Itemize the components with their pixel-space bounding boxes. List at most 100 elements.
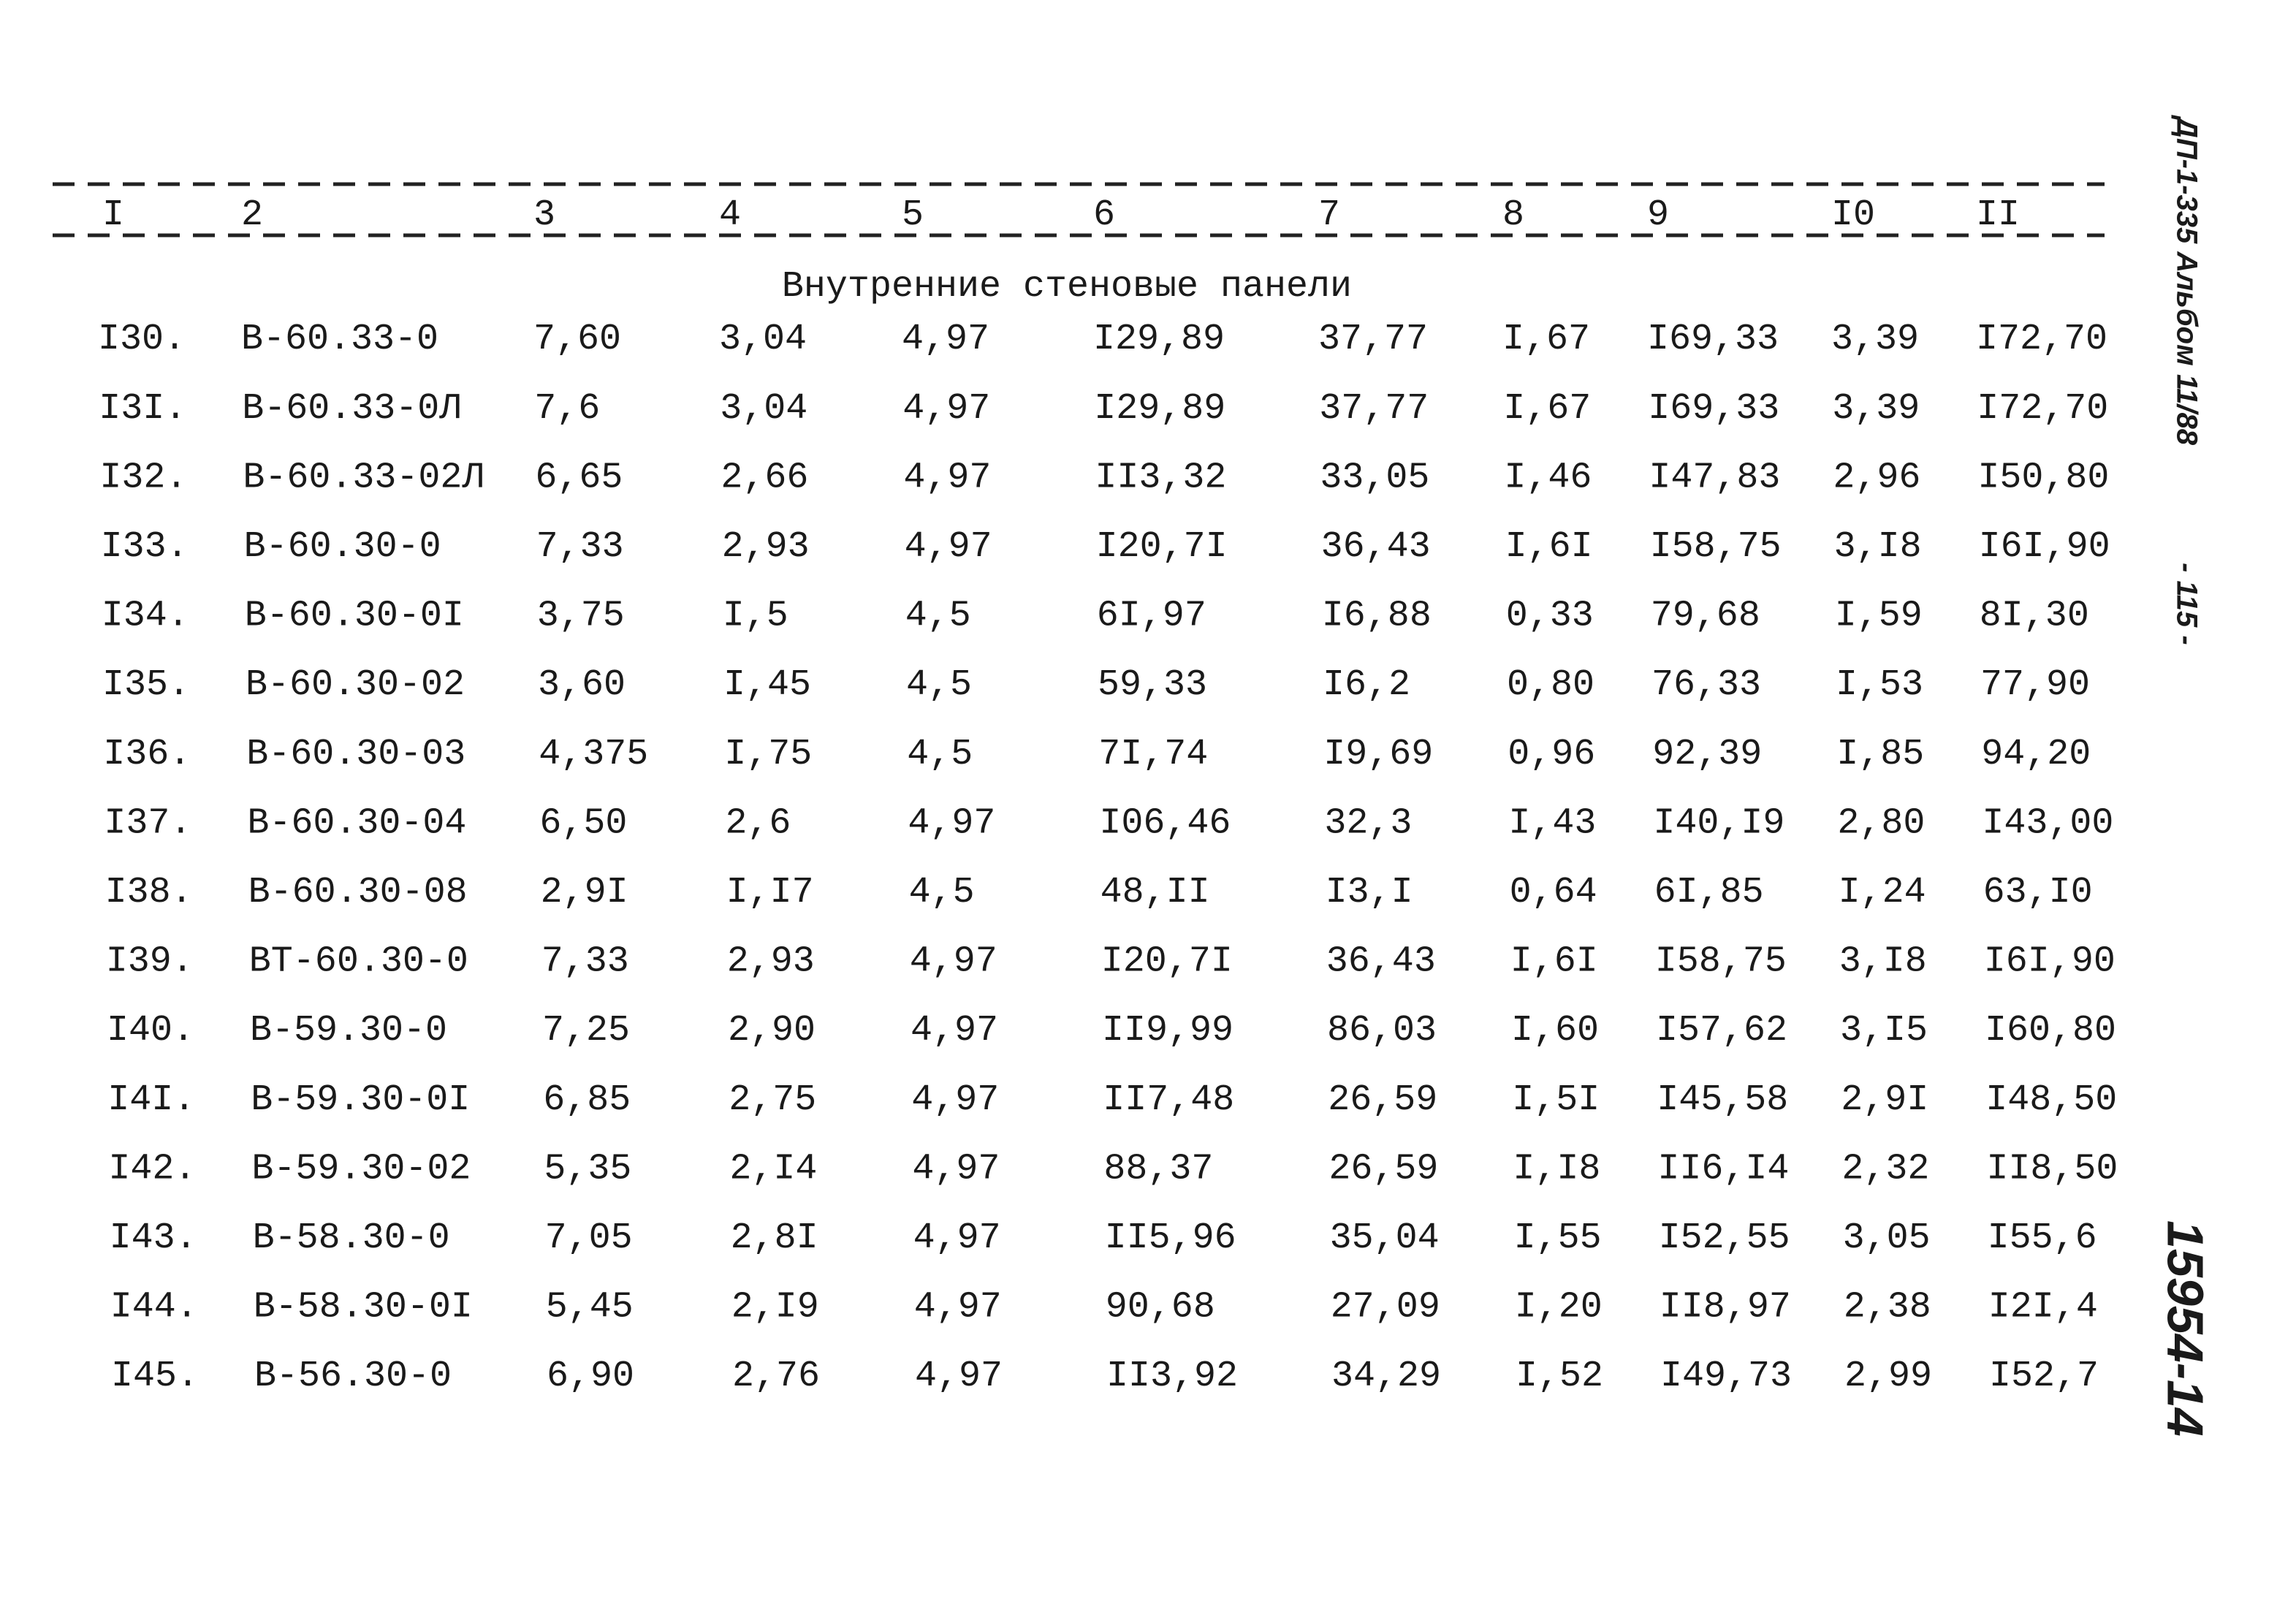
table-cell: I,45: [723, 664, 811, 706]
table-cell: I,67: [1503, 388, 1591, 430]
table-cell: I,53: [1836, 664, 1923, 706]
table-cell: I,75: [724, 734, 812, 775]
table-cell: I52,55: [1659, 1217, 1790, 1259]
table-cell: I,I7: [726, 872, 814, 913]
table-cell: 3,04: [720, 388, 807, 430]
table-cell: I,24: [1839, 872, 1926, 913]
table-cell: 3,I8: [1839, 941, 1927, 983]
table-cell: 5,45: [546, 1287, 634, 1329]
table-cell: 2,93: [722, 526, 810, 568]
table-cell: 0,33: [1506, 596, 1594, 637]
column-number: 2: [241, 194, 263, 236]
table-cell: 3,05: [1843, 1217, 1931, 1259]
table-cell: 2,8I: [731, 1217, 818, 1259]
table-cell: 4,97: [912, 1148, 1000, 1190]
table-cell: I48,50: [1985, 1079, 2117, 1121]
table-cell: 2,I9: [731, 1287, 819, 1329]
table-cell: 88,37: [1103, 1148, 1213, 1190]
table-cell: I29,89: [1094, 388, 1225, 430]
column-number: 9: [1647, 194, 1669, 236]
table-cell: 26,59: [1328, 1079, 1437, 1121]
table-cell: В-60.30-02: [246, 664, 465, 706]
table-cell: 37,77: [1318, 319, 1428, 360]
table-cell: 59,33: [1098, 664, 1207, 706]
table-cell: I69,33: [1647, 319, 1779, 360]
table-cell: I72,70: [1977, 388, 2108, 430]
table-cell: II7,48: [1103, 1079, 1234, 1121]
table-cell: I50,80: [1977, 457, 2109, 498]
table-cell: I3,I: [1326, 872, 1413, 913]
table-cell: 2,6: [725, 802, 791, 844]
column-number: II: [1976, 194, 2020, 236]
inventory-number: 15954-14: [2157, 1220, 2214, 1437]
table-cell: 4,375: [539, 734, 648, 775]
table-cell: 6,90: [547, 1356, 634, 1397]
table-cell: I20,7I: [1101, 941, 1233, 983]
table-cell: I44.: [110, 1287, 198, 1329]
table-cell: I57,62: [1656, 1010, 1787, 1052]
table-cell: I,55: [1514, 1217, 1602, 1259]
table-cell: I58,75: [1650, 526, 1782, 568]
table-cell: I6,88: [1322, 596, 1432, 637]
table-cell: I32.: [99, 457, 187, 498]
table-cell: 2,75: [729, 1079, 816, 1121]
table-cell: 3,39: [1832, 388, 1920, 430]
table-cell: II8,50: [1986, 1148, 2118, 1190]
table-cell: 2,93: [727, 941, 815, 983]
table-cell: I4I.: [107, 1079, 195, 1121]
table-cell: 3,60: [538, 664, 626, 706]
table-cell: В-60.30-03: [246, 734, 465, 775]
table-cell: I47,83: [1649, 457, 1780, 498]
section-title: Внутренние стеновые панели: [782, 266, 1352, 308]
table-cell: I29,89: [1093, 319, 1225, 360]
table-cell: 27,09: [1331, 1287, 1440, 1329]
table-cell: 36,43: [1326, 941, 1436, 983]
table-cell: II3,32: [1095, 457, 1226, 498]
table-cell: В-58.30-0I: [254, 1287, 473, 1329]
table-cell: 7,33: [536, 526, 624, 568]
table-cell: 76,33: [1651, 664, 1761, 706]
table-cell: I43,00: [1982, 802, 2113, 844]
table-cell: 0,96: [1508, 734, 1595, 775]
table-cell: 3,75: [537, 596, 625, 637]
table-cell: 2,66: [721, 457, 808, 498]
table-cell: 4,97: [910, 941, 997, 983]
table-cell: II3,92: [1106, 1356, 1238, 1397]
table-cell: I3I.: [99, 388, 186, 430]
table-cell: В-59.30-0: [250, 1010, 447, 1052]
page-number: - 115 -: [2170, 563, 2202, 645]
table-cell: 8I,30: [1980, 596, 2089, 637]
table-cell: I2I,4: [1988, 1287, 2098, 1329]
table-cell: II6,I4: [1657, 1148, 1789, 1190]
table-cell: 6,50: [539, 802, 627, 844]
table-cell: 6I,97: [1097, 596, 1206, 637]
table-cell: 37,77: [1319, 388, 1429, 430]
table-cell: В-59.30-02: [251, 1148, 471, 1190]
table-cell: 2,90: [728, 1010, 816, 1052]
column-number: I: [102, 194, 124, 236]
table-cell: 94,20: [1981, 734, 2091, 775]
table-cell: I,6I: [1505, 526, 1593, 568]
column-number: 4: [719, 194, 741, 236]
column-number: 6: [1093, 194, 1115, 236]
table-cell: I34.: [102, 596, 189, 637]
table-cell: I45,58: [1657, 1079, 1788, 1121]
table-cell: I40.: [107, 1010, 194, 1052]
table-cell: I58,75: [1655, 941, 1787, 983]
table-cell: 3,39: [1831, 319, 1919, 360]
table-cell: В-59.30-0I: [251, 1079, 470, 1121]
table-cell: 4,5: [909, 872, 975, 913]
column-number: 7: [1318, 194, 1340, 236]
table-cell: 4,97: [905, 526, 992, 568]
table-cell: 32,3: [1324, 802, 1412, 844]
table-cell: 2,9I: [541, 872, 628, 913]
table-cell: I42.: [108, 1148, 196, 1190]
table-cell: 2,80: [1837, 802, 1925, 844]
table-cell: 92,39: [1652, 734, 1762, 775]
table-cell: 4,97: [914, 1287, 1002, 1329]
table-cell: I33.: [101, 526, 189, 568]
table-cell: 6,65: [535, 457, 623, 498]
table-cell: В-58.30-0: [253, 1217, 450, 1259]
table-cell: I6I,90: [1979, 526, 2110, 568]
